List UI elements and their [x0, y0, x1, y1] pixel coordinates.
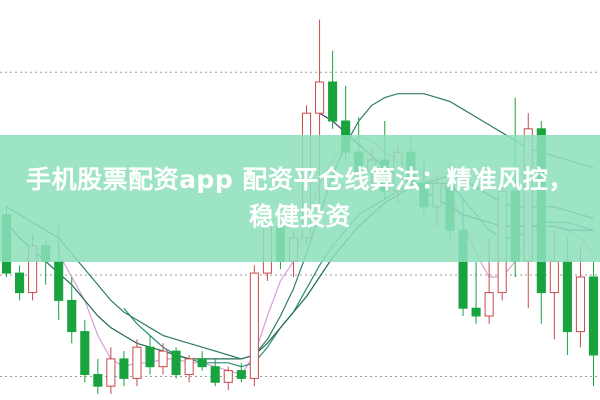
candle: [328, 50, 338, 129]
candle-body: [184, 358, 194, 375]
candle-body: [171, 350, 181, 376]
candle-body: [106, 358, 116, 387]
candle-body: [471, 307, 481, 317]
candle-body: [119, 358, 129, 379]
candle: [249, 265, 259, 387]
candle: [80, 319, 90, 383]
candle: [210, 358, 220, 387]
candle: [575, 245, 585, 348]
candle-body: [80, 331, 90, 376]
candle-body: [223, 370, 233, 383]
candle: [145, 335, 155, 375]
candle: [588, 261, 599, 387]
candle: [119, 351, 129, 387]
candle: [171, 347, 181, 379]
candle-body: [197, 358, 207, 368]
candle-body: [315, 81, 325, 114]
candle: [471, 261, 481, 324]
candle-body: [236, 370, 246, 379]
candle-body: [575, 276, 585, 333]
candle-body: [549, 260, 559, 294]
candle-body: [588, 276, 599, 356]
candle: [93, 358, 103, 394]
candle-body: [158, 350, 168, 368]
candle-body: [54, 260, 64, 301]
candle: [236, 362, 246, 383]
candle-body: [328, 81, 338, 122]
candle: [158, 343, 168, 375]
candle-body: [145, 346, 155, 368]
candle: [197, 351, 207, 371]
ma-line-ma120: [6, 93, 594, 360]
candle-body: [15, 272, 25, 294]
candle: [67, 277, 77, 344]
candle-body: [210, 366, 220, 383]
title-banner: 手机股票配资app 配资平仓线算法：精准风控，稳健投资: [0, 135, 600, 262]
candle-body: [484, 292, 494, 317]
candle-body: [93, 374, 103, 387]
candle: [106, 347, 116, 394]
candle: [132, 339, 142, 387]
candle-body: [562, 260, 572, 333]
candle: [15, 265, 25, 301]
candle-body: [132, 346, 142, 379]
candle: [223, 366, 233, 391]
candle-body: [67, 299, 77, 333]
candle-body: [249, 272, 259, 379]
candle: [184, 355, 194, 383]
banner-title-text: 手机股票配资app 配资平仓线算法：精准风控，稳健投资: [26, 165, 574, 231]
